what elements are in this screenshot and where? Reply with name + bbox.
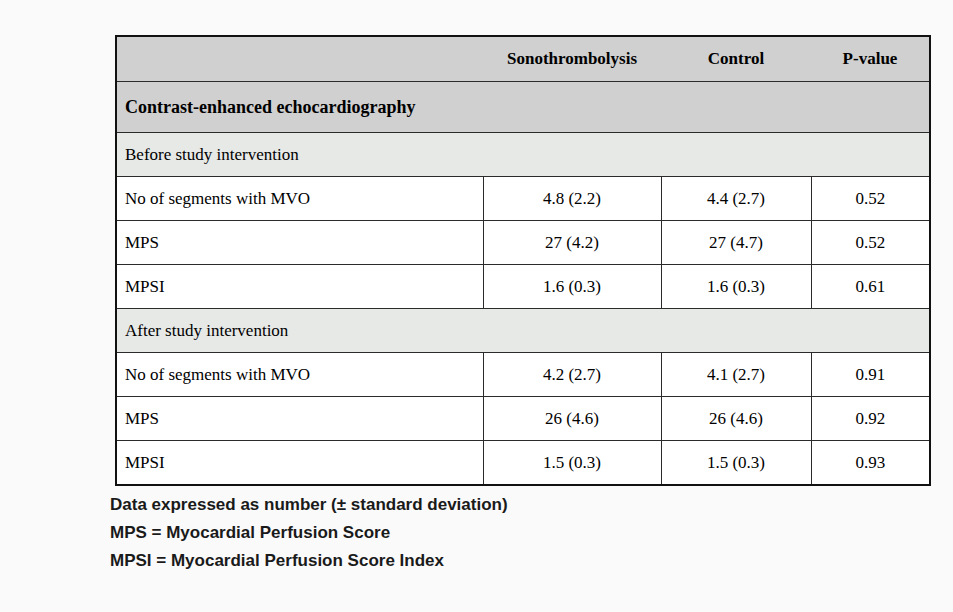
table-row: No of segments with MVO 4.2 (2.7) 4.1 (2… [116,353,930,397]
group-title-row: Contrast-enhanced echocardiography [116,82,930,133]
section-row-after: After study intervention [116,309,930,353]
header-cell-empty [116,36,483,82]
cell-control: 4.4 (2.7) [661,177,811,221]
results-table: Sonothrombolysis Control P-value Contras… [115,35,931,486]
footnote-data-expression: Data expressed as number (± standard dev… [110,491,508,519]
footnote-mpsi-definition: MPSI = Myocardial Perfusion Score Index [110,547,508,575]
table-row: MPS 26 (4.6) 26 (4.6) 0.92 [116,397,930,441]
footnotes: Data expressed as number (± standard dev… [110,491,508,575]
row-label: MPS [116,397,483,441]
table-row: No of segments with MVO 4.8 (2.2) 4.4 (2… [116,177,930,221]
header-cell-control: Control [661,36,811,82]
cell-control: 4.1 (2.7) [661,353,811,397]
header-cell-pvalue: P-value [811,36,930,82]
row-label: No of segments with MVO [116,353,483,397]
row-label: MPSI [116,441,483,486]
table-row: MPSI 1.6 (0.3) 1.6 (0.3) 0.61 [116,265,930,309]
page: Sonothrombolysis Control P-value Contras… [0,0,953,612]
cell-control: 1.6 (0.3) [661,265,811,309]
header-cell-sonothrombolysis: Sonothrombolysis [483,36,661,82]
cell-sonothrombolysis: 26 (4.6) [483,397,661,441]
footnote-mps-definition: MPS = Myocardial Perfusion Score [110,519,508,547]
cell-control: 27 (4.7) [661,221,811,265]
cell-sonothrombolysis: 4.8 (2.2) [483,177,661,221]
cell-pvalue: 0.92 [811,397,930,441]
cell-pvalue: 0.52 [811,177,930,221]
row-label: MPSI [116,265,483,309]
cell-control: 26 (4.6) [661,397,811,441]
cell-pvalue: 0.52 [811,221,930,265]
section-label: After study intervention [116,309,930,353]
cell-pvalue: 0.93 [811,441,930,486]
section-row-before: Before study intervention [116,133,930,177]
row-label: MPS [116,221,483,265]
cell-pvalue: 0.91 [811,353,930,397]
row-label: No of segments with MVO [116,177,483,221]
cell-pvalue: 0.61 [811,265,930,309]
cell-sonothrombolysis: 1.5 (0.3) [483,441,661,486]
cell-sonothrombolysis: 4.2 (2.7) [483,353,661,397]
group-title: Contrast-enhanced echocardiography [116,82,930,133]
cell-sonothrombolysis: 27 (4.2) [483,221,661,265]
table-row: MPS 27 (4.2) 27 (4.7) 0.52 [116,221,930,265]
cell-control: 1.5 (0.3) [661,441,811,486]
table-header-row: Sonothrombolysis Control P-value [116,36,930,82]
cell-sonothrombolysis: 1.6 (0.3) [483,265,661,309]
section-label: Before study intervention [116,133,930,177]
table-row: MPSI 1.5 (0.3) 1.5 (0.3) 0.93 [116,441,930,486]
